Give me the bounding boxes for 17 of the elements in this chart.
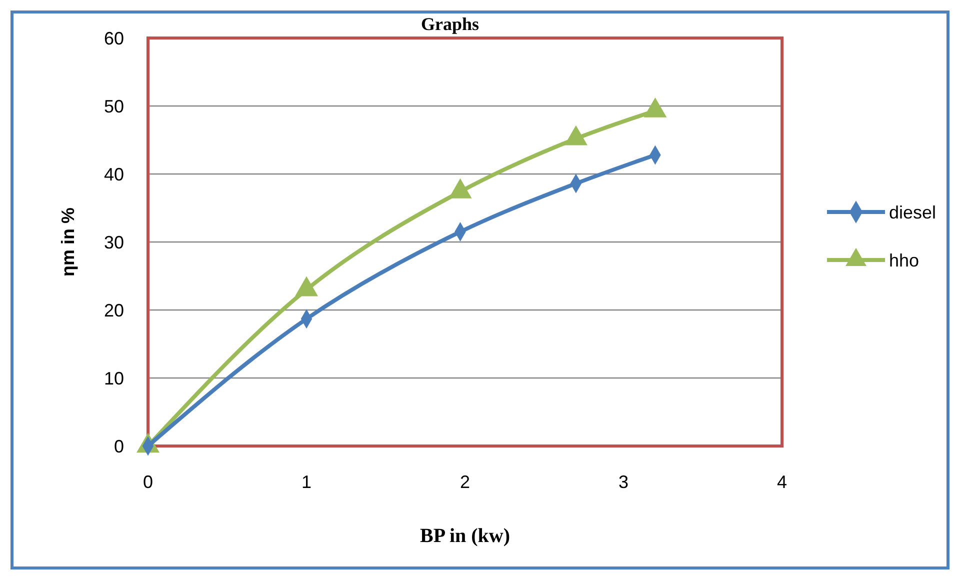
legend-label: hho (889, 250, 920, 270)
x-tick-label: 1 (301, 472, 312, 492)
x-tick-label: 3 (618, 472, 629, 492)
y-tick-label: 50 (104, 96, 124, 116)
x-axis-title: BP in (kw) (420, 525, 510, 547)
y-tick-label: 20 (104, 300, 124, 320)
y-axis-title: ηm in % (58, 207, 78, 277)
x-tick-label: 2 (460, 472, 470, 492)
y-tick-label: 40 (104, 164, 124, 184)
chart-title: Graphs (420, 14, 480, 34)
y-tick-label: 0 (114, 436, 124, 456)
y-tick-label: 30 (104, 232, 124, 252)
y-tick-label: 60 (104, 28, 124, 48)
y-tick-label: 10 (104, 368, 124, 388)
x-tick-label: 0 (142, 472, 154, 492)
legend-label: diesel (889, 202, 936, 222)
x-tick-label: 4 (776, 472, 788, 492)
